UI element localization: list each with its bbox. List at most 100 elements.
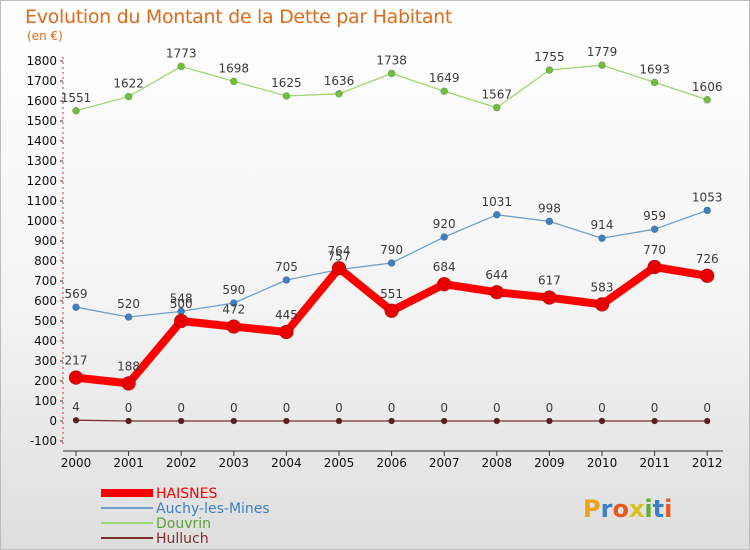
data-point — [545, 217, 554, 226]
data-label: 914 — [591, 218, 614, 232]
data-label: 548 — [170, 291, 193, 305]
data-label: 1738 — [376, 53, 407, 67]
y-tick-label: 1200 — [26, 174, 57, 188]
data-label: 0 — [125, 401, 133, 415]
data-point — [279, 324, 294, 340]
data-label: 4 — [72, 400, 80, 414]
data-label: 1606 — [692, 80, 723, 94]
data-label: 1551 — [61, 91, 92, 105]
data-label: 1053 — [692, 190, 723, 204]
data-label: 1649 — [429, 71, 460, 85]
data-label: 0 — [177, 401, 185, 415]
x-tick-label: 2007 — [429, 456, 460, 470]
x-tick-label: 2005 — [324, 456, 355, 470]
data-point — [440, 233, 449, 241]
logo-letter: t — [653, 495, 664, 523]
logo-letter: x — [629, 495, 645, 523]
data-point — [125, 417, 132, 425]
legend-label: Hulluch — [156, 531, 209, 547]
data-label: 757 — [328, 250, 351, 264]
y-tick-label: 1600 — [26, 94, 57, 108]
data-point — [387, 69, 396, 78]
data-label: 684 — [433, 260, 456, 274]
legend-label: Auchy-les-Mines — [156, 501, 270, 517]
x-tick-label: 2010 — [587, 456, 618, 470]
data-label: 1031 — [482, 195, 513, 209]
brand-logo: Proxiti — [583, 495, 672, 523]
data-point — [699, 268, 715, 284]
x-tick-label: 2011 — [639, 456, 670, 470]
data-point — [545, 66, 554, 74]
data-label: 583 — [591, 280, 614, 294]
y-tick-label: 500 — [34, 314, 57, 328]
data-point — [282, 92, 291, 100]
data-point — [331, 260, 347, 276]
data-label: 1567 — [482, 88, 513, 102]
data-point — [651, 417, 658, 425]
data-label: 1698 — [219, 61, 250, 75]
data-label: 920 — [433, 217, 456, 231]
data-point — [703, 417, 711, 425]
x-tick-label: 2003 — [219, 456, 250, 470]
data-point — [173, 313, 189, 329]
data-point — [177, 62, 185, 71]
data-label: 705 — [275, 260, 298, 274]
data-label: 726 — [696, 252, 719, 266]
data-point — [440, 87, 449, 95]
data-point — [598, 234, 606, 242]
x-tick-label: 2000 — [61, 456, 92, 470]
series-hulluch — [72, 416, 711, 425]
data-point — [72, 303, 80, 312]
data-point — [650, 225, 659, 233]
data-point — [230, 417, 238, 425]
data-point — [647, 259, 662, 275]
data-point — [703, 96, 712, 104]
data-label: 551 — [380, 287, 403, 301]
y-tick-label: 300 — [34, 354, 57, 368]
logo-letter: i — [664, 495, 672, 523]
y-tick-label: 600 — [34, 294, 57, 308]
data-label: 472 — [222, 303, 245, 317]
y-tick-label: -100 — [30, 434, 57, 448]
data-label: 0 — [651, 401, 659, 415]
data-point — [384, 303, 399, 319]
data-label: 1773 — [166, 46, 197, 60]
logo-letter: i — [644, 495, 652, 523]
data-label: 0 — [230, 401, 238, 415]
data-point — [650, 78, 659, 87]
y-tick-label: 1300 — [26, 154, 57, 168]
data-label: 217 — [65, 354, 88, 368]
data-label: 188 — [117, 359, 140, 373]
data-point — [489, 284, 505, 300]
x-tick-label: 2006 — [376, 456, 407, 470]
data-label: 0 — [493, 401, 501, 415]
data-label: 770 — [643, 243, 666, 257]
x-tick-label: 2012 — [692, 456, 723, 470]
data-point — [335, 90, 343, 98]
data-point — [440, 417, 448, 425]
legend-label: Douvrin — [156, 516, 211, 532]
data-label: 1636 — [324, 74, 355, 88]
y-tick-label: 800 — [34, 254, 57, 268]
x-tick-label: 2002 — [166, 456, 197, 470]
logo-letter: r — [601, 495, 613, 523]
y-tick-label: 1400 — [26, 134, 57, 148]
data-point — [542, 290, 557, 305]
data-label: 644 — [485, 268, 508, 282]
data-point — [436, 276, 452, 292]
data-point — [598, 417, 606, 425]
data-label: 1755 — [534, 50, 565, 64]
logo-letter: o — [612, 495, 629, 523]
data-label: 0 — [546, 401, 554, 415]
data-point — [387, 259, 396, 267]
data-label: 0 — [703, 401, 711, 415]
data-point — [388, 417, 395, 425]
chart-title: Evolution du Montant de la Dette par Hab… — [25, 6, 453, 28]
data-point — [703, 206, 712, 215]
data-point — [598, 61, 606, 69]
data-point — [68, 370, 84, 385]
y-tick-label: 0 — [49, 414, 57, 428]
y-tick-label: 1000 — [26, 214, 57, 228]
